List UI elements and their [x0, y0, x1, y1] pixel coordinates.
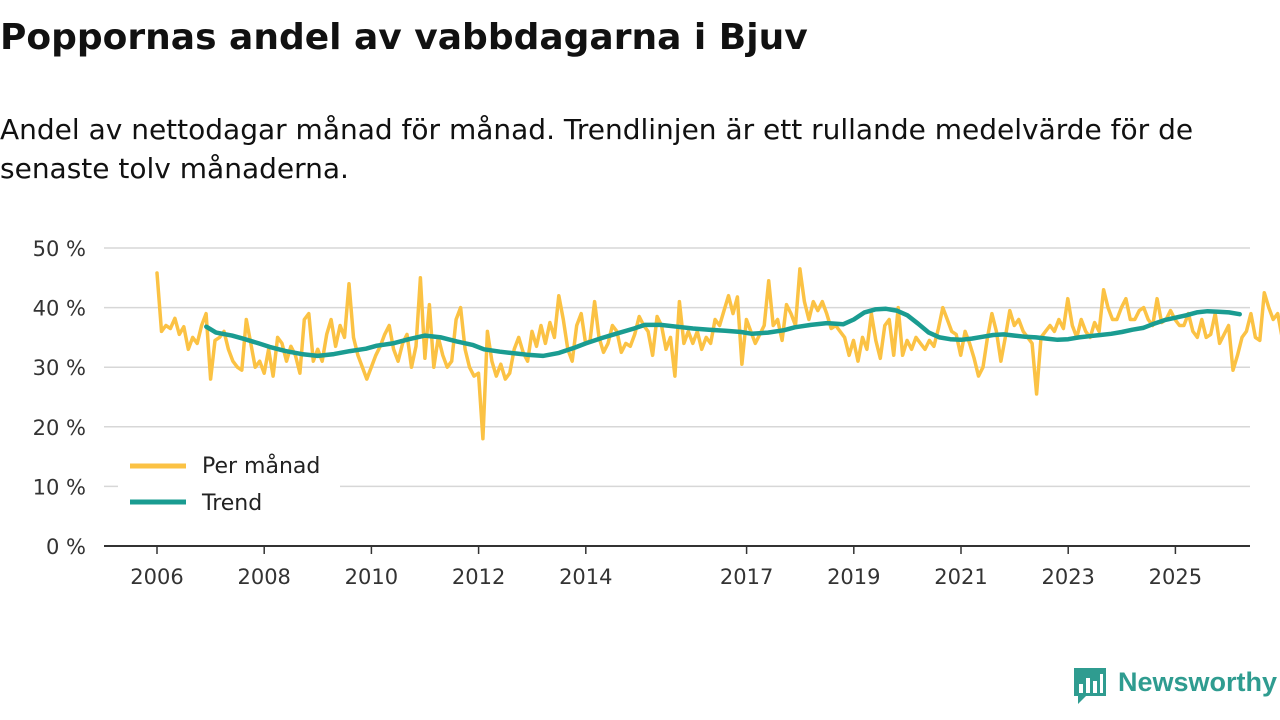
x-tick-label: 2010 — [345, 565, 398, 589]
y-axis-tick-labels: 0 % 10 % 20 % 30 % 40 % 50 % — [33, 237, 86, 559]
x-tick-label: 2025 — [1149, 565, 1202, 589]
x-tick-label: 2014 — [559, 565, 612, 589]
x-tick-label: 2019 — [827, 565, 880, 589]
x-tick-label: 2012 — [452, 565, 505, 589]
legend-label-monthly: Per månad — [202, 453, 320, 479]
chart-subtitle: Andel av nettodagar månad för månad. Tre… — [0, 113, 1194, 186]
legend-label-trend: Trend — [201, 491, 262, 516]
y-tick-label: 30 % — [33, 356, 86, 380]
x-tick-label: 2008 — [237, 565, 290, 589]
y-tick-label: 50 % — [33, 237, 86, 261]
y-tick-label: 20 % — [33, 416, 86, 440]
y-tick-label: 40 % — [33, 297, 86, 321]
legend: Per månad Trend — [118, 445, 340, 525]
series-group — [155, 267, 1280, 441]
x-tick-label: 2006 — [130, 565, 183, 589]
x-tick-label: 2017 — [720, 565, 773, 589]
y-tick-label: 0 % — [46, 535, 86, 559]
gridlines — [104, 247, 1250, 488]
y-tick-label: 10 % — [33, 475, 86, 499]
x-tick-label: 2021 — [934, 565, 987, 589]
brand-logo: Newsworthy — [1072, 666, 1278, 706]
series-line-trend — [204, 306, 1242, 359]
brand-name: Newsworthy — [1118, 667, 1278, 697]
legend-background — [118, 445, 340, 525]
x-tick-label: 2023 — [1041, 565, 1094, 589]
bar-chart-speech-bubble-icon — [1074, 668, 1106, 704]
chart-title: Poppornas andel av vabbdagarna i Bjuv — [0, 17, 808, 58]
x-axis-ticks: 2006 2008 2010 2012 2014 2017 2019 2021 2023 2025 — [130, 546, 1202, 589]
